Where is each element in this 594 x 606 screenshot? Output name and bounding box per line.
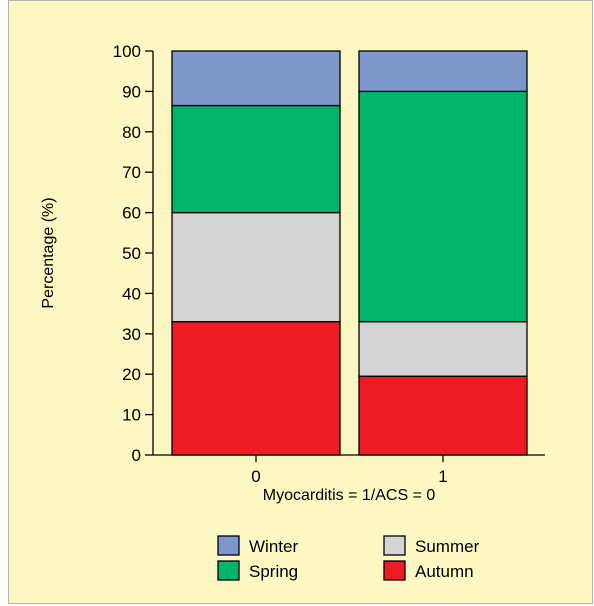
- x-tick-label-0: 0: [251, 467, 260, 486]
- y-tick-label-60: 60: [122, 204, 141, 223]
- bar-spring-1: [358, 90, 528, 323]
- bar-autumn-1: [358, 375, 528, 456]
- legend: Winter Summer Spring Autumn: [217, 535, 480, 581]
- y-tick-label-10: 10: [122, 406, 141, 425]
- y-tick-label-90: 90: [122, 82, 141, 101]
- legend-label-winter: Winter: [249, 537, 298, 556]
- y-tick-label-30: 30: [122, 325, 141, 344]
- legend-swatch-winter: [217, 535, 240, 556]
- y-tick-label-20: 20: [122, 365, 141, 384]
- legend-swatch-autumn: [383, 560, 406, 581]
- x-axis-title: Myocarditis = 1/ACS = 0: [263, 487, 436, 504]
- y-axis-title: Percentage (%): [40, 197, 57, 308]
- bar-summer-0: [171, 211, 341, 323]
- axes: 0 10 20 30 40 50 60 70 80 90 100 0 1: [113, 42, 545, 486]
- chart-panel: 0 10 20 30 40 50 60 70 80 90 100 0 1 Percentage (%) …: [8, 0, 593, 604]
- x-tick-label-1: 1: [438, 467, 447, 486]
- legend-label-autumn: Autumn: [415, 562, 474, 581]
- bars-layer: [171, 50, 528, 456]
- legend-swatch-summer: [383, 535, 406, 556]
- y-tick-label-40: 40: [122, 284, 141, 303]
- legend-label-spring: Spring: [249, 562, 298, 581]
- y-tick-label-100: 100: [113, 42, 141, 61]
- legend-swatch-spring: [217, 560, 240, 581]
- y-tick-label-50: 50: [122, 244, 141, 263]
- y-tick-label-80: 80: [122, 123, 141, 142]
- legend-label-summer: Summer: [415, 537, 480, 556]
- y-tick-label-70: 70: [122, 163, 141, 182]
- bar-spring-0: [171, 104, 341, 214]
- bar-summer-1: [358, 321, 528, 377]
- bar-winter-0: [171, 50, 341, 107]
- bar-autumn-0: [171, 321, 341, 456]
- bar-winter-1: [358, 50, 528, 93]
- y-tick-label-0: 0: [132, 446, 141, 465]
